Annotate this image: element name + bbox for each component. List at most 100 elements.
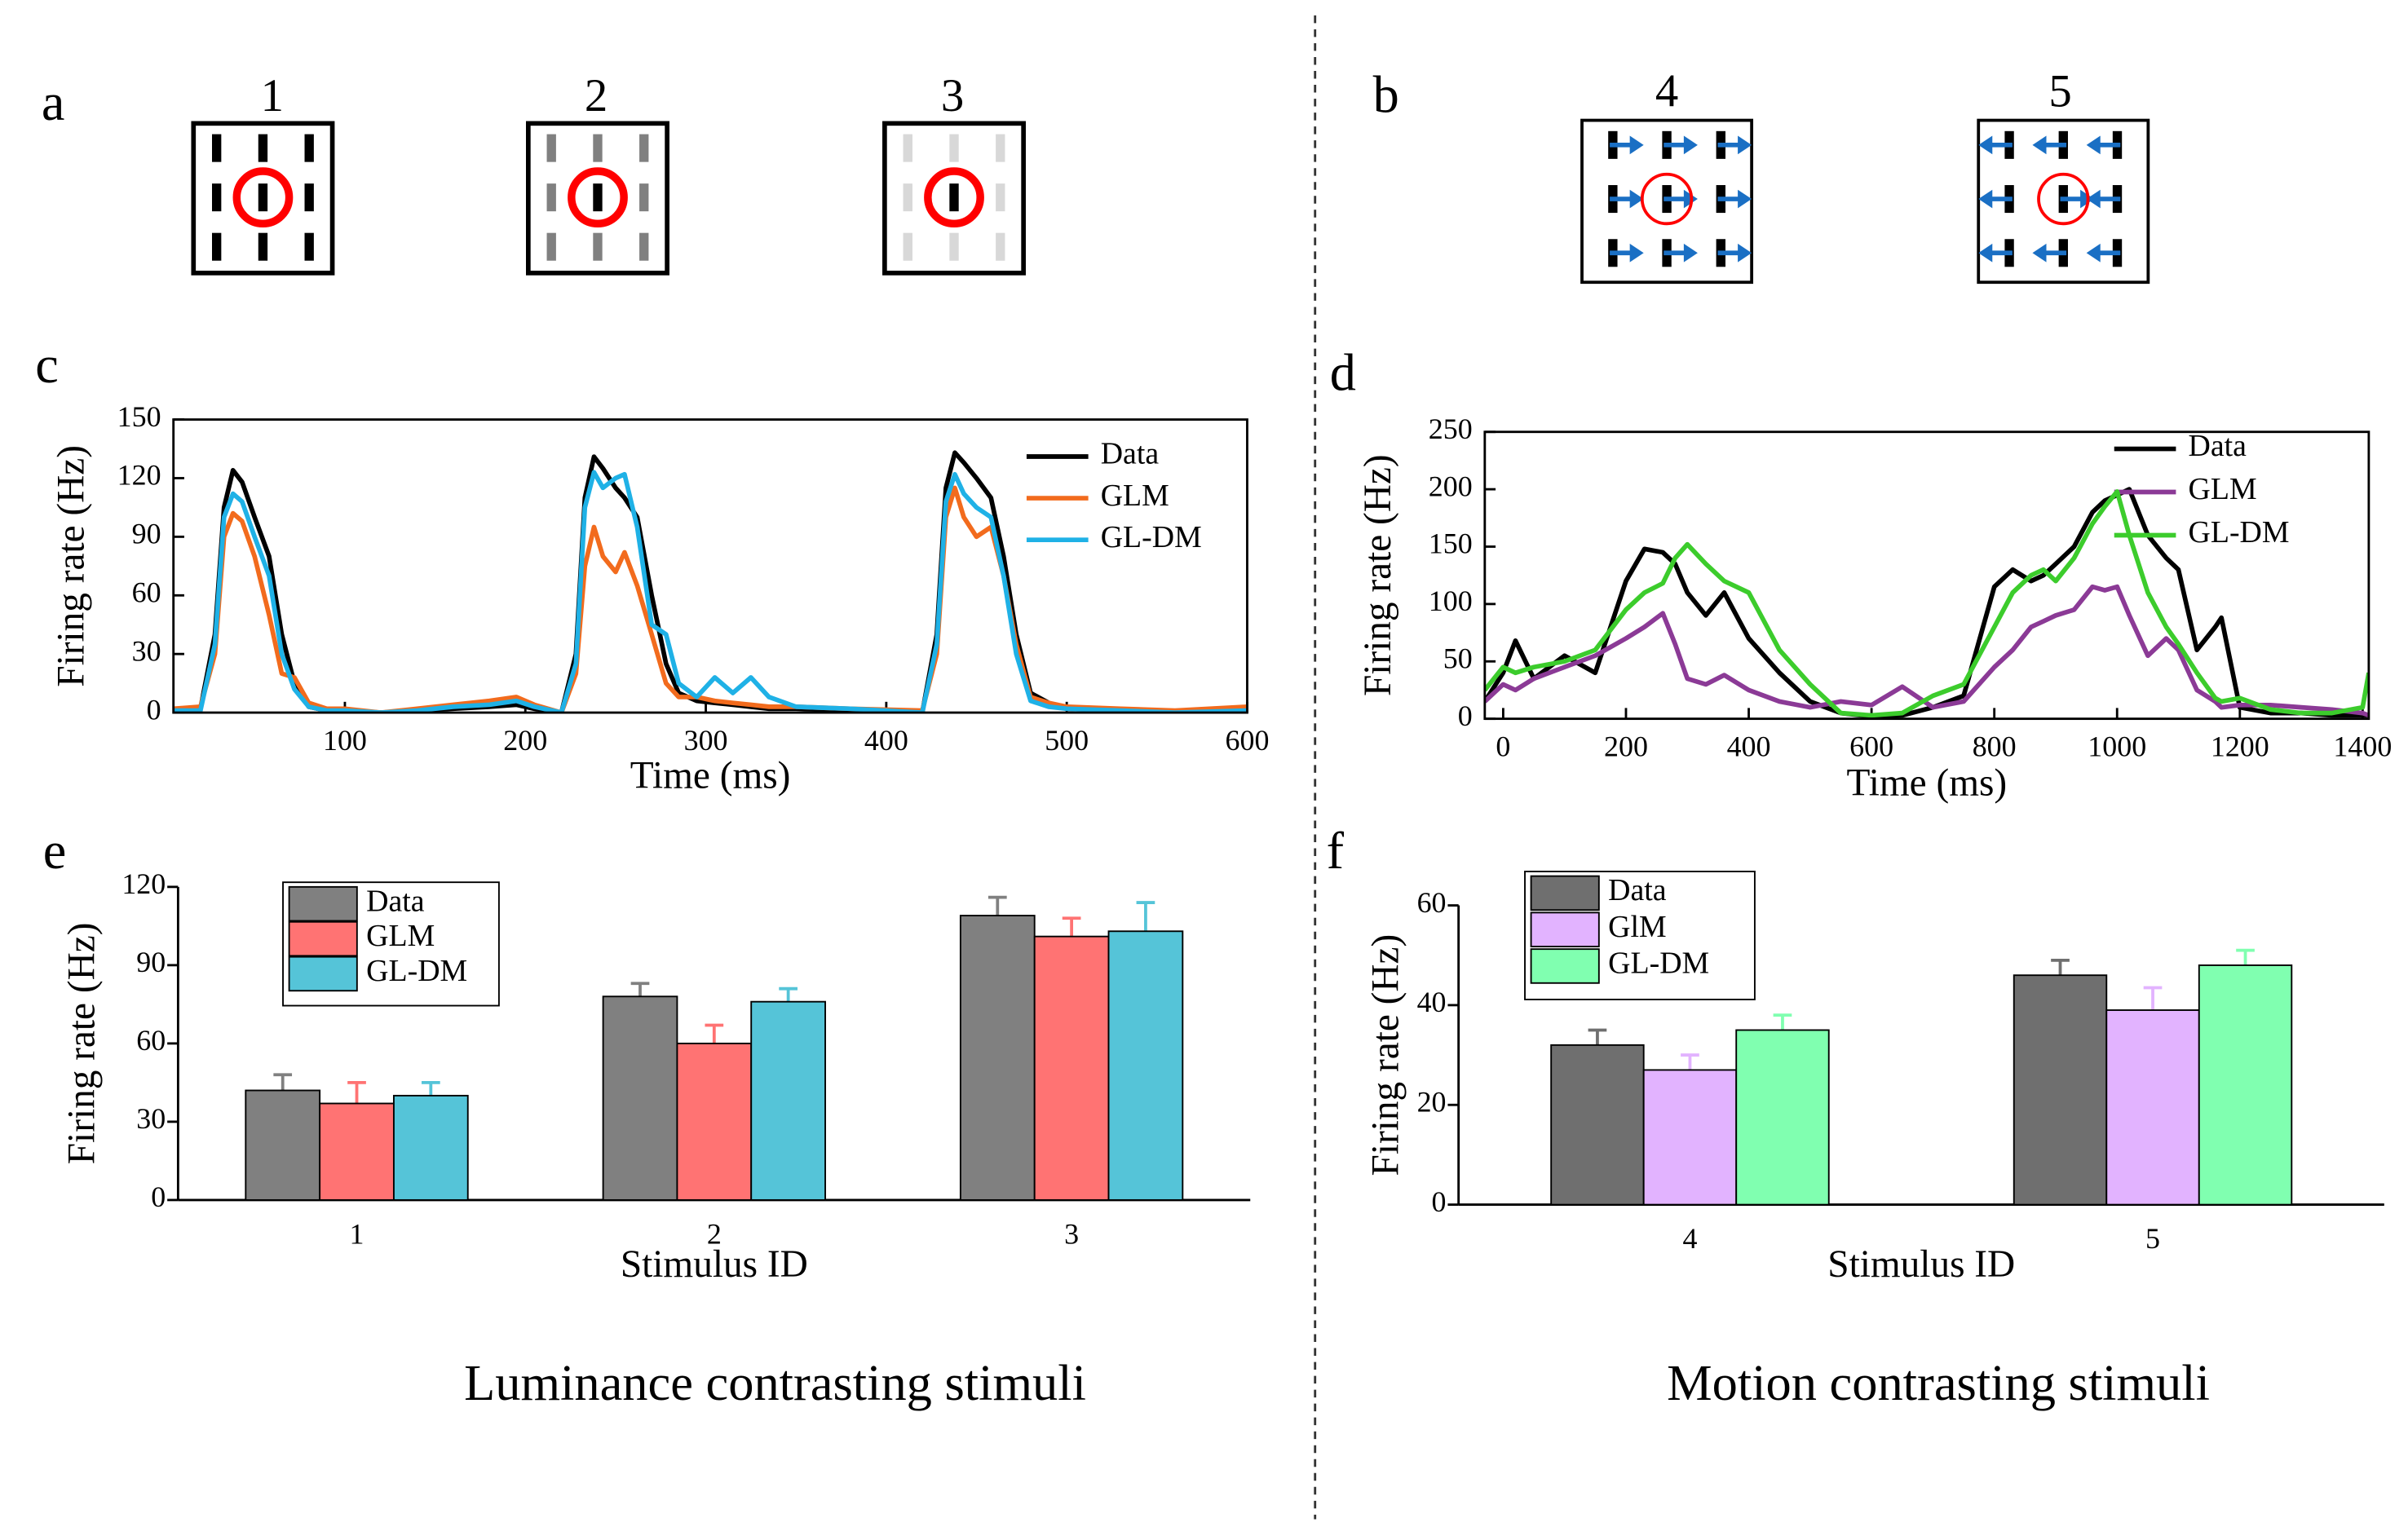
receptive-field xyxy=(924,167,984,228)
y-axis-label: Firing rate (Hz) xyxy=(1357,454,1399,696)
bar xyxy=(1107,930,1184,1201)
legend-label: GL-DM xyxy=(1608,947,1709,981)
receptive-field xyxy=(2037,172,2090,226)
y-tick-label: 200 xyxy=(1429,470,1473,502)
x-tick-label: 800 xyxy=(1973,730,2017,763)
stimulus-bar xyxy=(903,134,912,162)
y-tick-label: 0 xyxy=(1432,1185,1447,1218)
y-tick-label: 250 xyxy=(1429,413,1473,445)
stimulus-id: 5 xyxy=(2048,65,2071,117)
panel-label: b xyxy=(1373,66,1399,124)
stimulus-bar xyxy=(546,183,556,212)
legend-swatch xyxy=(288,885,358,922)
bar xyxy=(959,915,1036,1201)
x-tick-label: 500 xyxy=(1045,724,1089,757)
bar xyxy=(319,1102,395,1201)
stimulus-bar xyxy=(258,134,268,162)
stimulus-id: 2 xyxy=(585,70,608,121)
x-axis-label: Stimulus ID xyxy=(621,1243,808,1286)
stimulus-bar xyxy=(593,134,603,162)
motion-arrow-head xyxy=(1683,243,1698,263)
x-tick-label: 1200 xyxy=(2211,730,2269,763)
caption: Motion contrasting stimuli xyxy=(1667,1354,2210,1411)
caption: Luminance contrasting stimuli xyxy=(464,1354,1086,1411)
x-tick-label: 100 xyxy=(323,724,367,757)
motion-arrow-head xyxy=(2032,243,2047,263)
x-tick-label: 200 xyxy=(1604,730,1648,763)
y-axis-label: Firing rate (Hz) xyxy=(50,445,92,687)
y-tick-label: 120 xyxy=(117,459,161,492)
motion-arrow-head xyxy=(1738,189,1752,209)
line-series xyxy=(1484,584,2369,718)
bar xyxy=(602,995,678,1201)
y-tick-label: 30 xyxy=(132,634,161,667)
receptive-field xyxy=(1640,172,1694,226)
motion-arrow-head xyxy=(1978,189,1993,209)
x-tick-label: 200 xyxy=(503,724,547,757)
legend-label: Data xyxy=(2189,429,2247,463)
motion-arrow-head xyxy=(2086,189,2101,209)
legend-label: Data xyxy=(1101,437,1160,471)
motion-arrow-head xyxy=(1629,243,1644,263)
panel-label: d xyxy=(1330,343,1356,401)
y-tick-label: 0 xyxy=(1458,700,1473,732)
motion-arrow-head xyxy=(1629,135,1644,155)
plot-frame xyxy=(172,418,1248,714)
stimulus-bar xyxy=(639,134,649,162)
stimulus-bar xyxy=(304,183,314,212)
motion-arrow-head xyxy=(2032,135,2047,155)
legend-label: GL-DM xyxy=(2189,515,2290,549)
line-series xyxy=(173,450,1248,713)
legend-label: GLM xyxy=(366,919,435,953)
y-axis-label: Firing rate (Hz) xyxy=(61,923,104,1165)
bar xyxy=(1642,1069,1738,1206)
legend-swatch xyxy=(1530,948,1600,984)
x-tick-label: 5 xyxy=(2145,1222,2160,1255)
stimulus-bar xyxy=(903,232,912,261)
motion-arrow-head xyxy=(1683,135,1698,155)
x-tick-label: 3 xyxy=(1064,1218,1079,1251)
stimulus-bar xyxy=(304,232,314,261)
x-tick-label: 4 xyxy=(1682,1222,1697,1255)
legend-swatch xyxy=(288,920,358,957)
y-tick-label: 30 xyxy=(136,1102,166,1135)
legend-label: GL-DM xyxy=(1101,520,1202,554)
motion-arrow-head xyxy=(1738,135,1752,155)
bar xyxy=(2105,1009,2200,1206)
motion-arrow-head xyxy=(2086,243,2101,263)
stimulus-bar xyxy=(996,134,1005,162)
stimulus-bar xyxy=(593,232,603,261)
bar xyxy=(392,1094,469,1201)
x-tick-label: 0 xyxy=(1496,730,1510,763)
y-tick-label: 60 xyxy=(1417,886,1447,919)
y-tick-label: 150 xyxy=(1429,527,1473,560)
stimulus-bar xyxy=(304,134,314,162)
legend-label: Data xyxy=(1608,873,1667,907)
stimulus-bar xyxy=(996,232,1005,261)
motion-arrow-head xyxy=(1978,135,1993,155)
y-axis-label: Firing rate (Hz) xyxy=(1364,934,1407,1176)
y-tick-label: 20 xyxy=(1417,1085,1447,1118)
x-tick-label: 600 xyxy=(1226,724,1270,757)
bar xyxy=(1550,1044,1645,1206)
x-tick-label: 400 xyxy=(1727,730,1771,763)
y-tick-label: 50 xyxy=(1443,642,1473,675)
stimulus-bar xyxy=(211,232,222,261)
stimulus-bar xyxy=(211,183,222,212)
panel-label: f xyxy=(1327,822,1345,880)
legend-label: Data xyxy=(366,884,425,918)
motion-arrow-head xyxy=(1738,243,1752,263)
panel-label: c xyxy=(35,336,59,394)
x-tick-label: 600 xyxy=(1849,730,1893,763)
line-series xyxy=(1484,487,2369,719)
stimulus-bar xyxy=(593,183,603,212)
x-axis-label: Time (ms) xyxy=(630,754,791,797)
line-series xyxy=(173,470,1248,713)
x-tick-label: 1400 xyxy=(2333,730,2392,763)
legend-swatch xyxy=(1530,875,1600,911)
x-tick-label: 1 xyxy=(350,1218,365,1251)
y-tick-label: 100 xyxy=(1429,585,1473,617)
x-tick-label: 2 xyxy=(707,1218,722,1251)
y-tick-label: 40 xyxy=(1417,986,1447,1018)
bar xyxy=(2013,974,2108,1206)
